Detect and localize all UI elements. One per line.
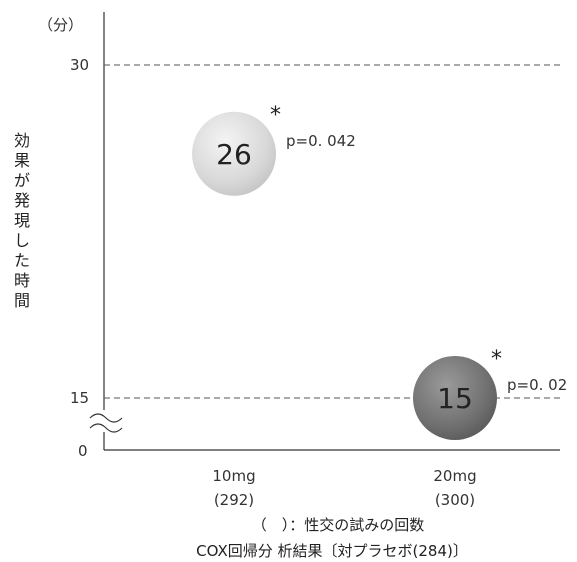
- p-value-10mg: p=0. 042: [286, 132, 356, 150]
- y-axis-label-char: し: [14, 231, 30, 250]
- bubble-10mg: [192, 111, 276, 196]
- data-points: 26 * p=0. 042 15 * p=0. 02: [192, 103, 567, 440]
- y-axis-label-char: 発: [14, 191, 30, 210]
- bubble-20mg: [413, 356, 497, 440]
- y-tick-15: 15: [70, 389, 89, 407]
- y-tick-0: 0: [78, 442, 88, 460]
- bubble-value-20mg: 15: [437, 382, 473, 415]
- bubble-value-10mg: 26: [216, 138, 252, 171]
- significance-star-20mg: *: [491, 347, 502, 372]
- x-label-count-10mg: (292): [214, 491, 254, 509]
- y-axis-label-char: 現: [14, 211, 30, 230]
- y-unit: （分）: [38, 16, 83, 34]
- footnote-2: COX回帰分 析結果〔対プラセボ(284)〕: [196, 542, 468, 560]
- y-axis-label-char: 間: [14, 291, 30, 310]
- y-tick-30: 30: [70, 56, 89, 74]
- footnote-1: （ ）：性交の試みの回数: [252, 516, 425, 534]
- x-label-dose-10mg: 10mg: [212, 467, 255, 485]
- y-axis-label-char: が: [14, 171, 30, 190]
- axis-break-mark: [88, 410, 124, 433]
- y-axis-label-char: 果: [14, 151, 30, 170]
- y-axis-label-char: 時: [14, 271, 30, 290]
- p-value-20mg: p=0. 02: [507, 376, 567, 394]
- y-axis-label-char: 効: [14, 131, 30, 150]
- x-label-dose-20mg: 20mg: [433, 467, 476, 485]
- x-label-count-20mg: (300): [435, 491, 475, 509]
- significance-star-10mg: *: [270, 103, 281, 128]
- y-axis-label-char: た: [14, 251, 30, 270]
